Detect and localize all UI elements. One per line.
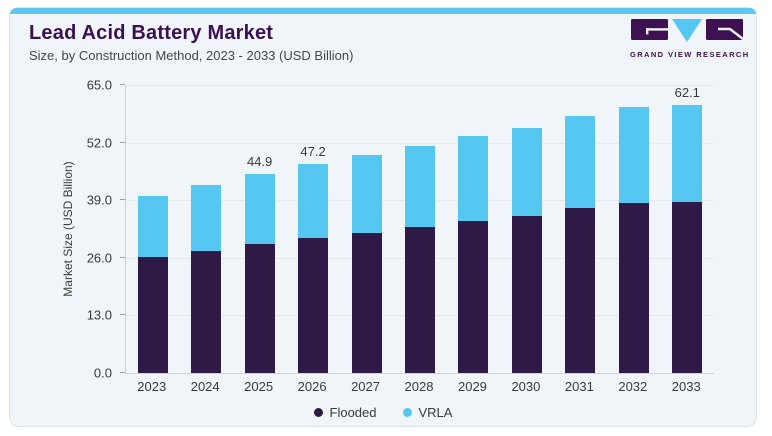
bar-segment-flooded-2026	[298, 237, 329, 373]
bar-segment-flooded-2032	[618, 202, 649, 373]
chart-title: Lead Acid Battery Market	[29, 22, 274, 44]
x-tick-2030: 2030	[511, 379, 541, 394]
legend: Flooded VRLA	[10, 405, 756, 420]
x-tick-2033: 2033	[671, 379, 701, 394]
bar-segment-vrla-2025	[244, 174, 275, 244]
chart-header: Lead Acid Battery Market Size, by Constr…	[29, 22, 353, 63]
legend-dot-flooded-icon	[313, 408, 323, 417]
x-tick-2023: 2023	[137, 379, 167, 394]
y-tick-mark-65.0	[120, 84, 125, 85]
x-axis-labels: 2023 2024 2025 2026 2027 2028 2029 2030 2031 2032…	[125, 379, 713, 394]
legend-item-flooded: Flooded	[313, 405, 377, 420]
bar-segment-flooded-2031	[565, 208, 596, 373]
legend-label-flooded: Flooded	[329, 405, 377, 420]
y-tick-label-65.0: 65.0	[86, 77, 112, 93]
x-tick-2026: 2026	[297, 379, 327, 394]
x-tick-2029: 2029	[457, 379, 487, 394]
bar-segment-vrla-2031	[565, 116, 596, 209]
bar-group-2030	[500, 85, 553, 373]
bar-segment-flooded-2023	[137, 256, 168, 373]
bar-segment-flooded-2027	[351, 232, 382, 373]
bar-segment-flooded-2029	[458, 220, 489, 373]
data-label-2025: 44.9	[246, 154, 273, 170]
y-tick-mark-0.0	[120, 372, 125, 373]
bar-segment-vrla-2028	[404, 146, 435, 227]
legend-dot-vrla-icon	[402, 408, 412, 417]
bar-segment-flooded-2030	[511, 215, 542, 373]
grid-line-65	[126, 85, 714, 86]
bar-group-2028	[393, 85, 446, 373]
x-tick-2032: 2032	[618, 379, 648, 394]
y-tick-label-13.0: 13.0	[86, 307, 112, 323]
bar-series: 44.9 47.2 62.1	[126, 85, 714, 373]
bar-segment-vrla-2024	[191, 185, 222, 252]
legend-item-vrla: VRLA	[402, 405, 453, 420]
card-top-accent	[10, 8, 756, 14]
x-tick-2028: 2028	[404, 379, 434, 394]
bar-group-2026: 47.2	[286, 85, 339, 373]
bar-segment-vrla-2023	[137, 195, 168, 257]
x-tick-2024: 2024	[190, 379, 220, 394]
bar-segment-vrla-2027	[351, 155, 382, 233]
x-tick-2025: 2025	[244, 379, 274, 394]
y-tick-mark-52.0	[120, 141, 125, 143]
bar-group-2027	[340, 85, 393, 373]
y-tick-label-26.0: 26.0	[86, 250, 112, 266]
y-tick-label-39.0: 39.0	[86, 192, 112, 208]
grid-line-52	[126, 142, 714, 144]
y-tick-mark-13.0	[120, 314, 125, 316]
y-tick-label-52.0: 52.0	[86, 135, 112, 151]
data-label-2033: 62.1	[674, 85, 700, 100]
chart-subtitle: Size, by Construction Method, 2023 - 203…	[29, 48, 354, 63]
y-tick-mark-39.0	[120, 199, 125, 201]
bar-segment-flooded-2025	[244, 243, 275, 373]
bar-group-2032	[607, 85, 660, 373]
bar-segment-vrla-2033	[672, 105, 703, 203]
gvr-logo: GRAND VIEW RESEARCH	[630, 18, 750, 59]
bar-segment-vrla-2026	[298, 163, 329, 238]
bar-group-2033: 62.1	[661, 85, 714, 373]
bar-group-2024	[179, 85, 232, 373]
y-tick-mark-26.0	[120, 256, 125, 258]
bar-segment-flooded-2028	[404, 226, 435, 373]
bar-segment-vrla-2032	[618, 106, 649, 203]
y-axis-ticks: 0.0 13.0 26.0 39.0 52.0 65.0	[10, 78, 125, 381]
report-card: Lead Acid Battery Market Size, by Constr…	[9, 7, 757, 427]
bar-group-2025: 44.9	[233, 85, 286, 373]
bar-group-2029	[447, 85, 500, 373]
bar-segment-vrla-2029	[458, 136, 489, 221]
gvr-logo-icon	[631, 19, 744, 42]
x-tick-2031: 2031	[564, 379, 594, 394]
bar-segment-flooded-2024	[191, 251, 222, 373]
y-tick-label-0.0: 0.0	[93, 365, 112, 381]
x-tick-2027: 2027	[351, 379, 380, 394]
plot-area: 44.9 47.2 62.1	[125, 85, 714, 374]
bar-group-2023	[126, 85, 179, 373]
gvr-logo-text: GRAND VIEW RESEARCH	[630, 50, 750, 59]
data-label-2026: 47.2	[300, 143, 326, 159]
bar-segment-vrla-2030	[511, 128, 542, 216]
legend-label-vrla: VRLA	[418, 405, 453, 420]
bar-group-2031	[554, 85, 607, 373]
bar-segment-flooded-2033	[672, 202, 703, 373]
